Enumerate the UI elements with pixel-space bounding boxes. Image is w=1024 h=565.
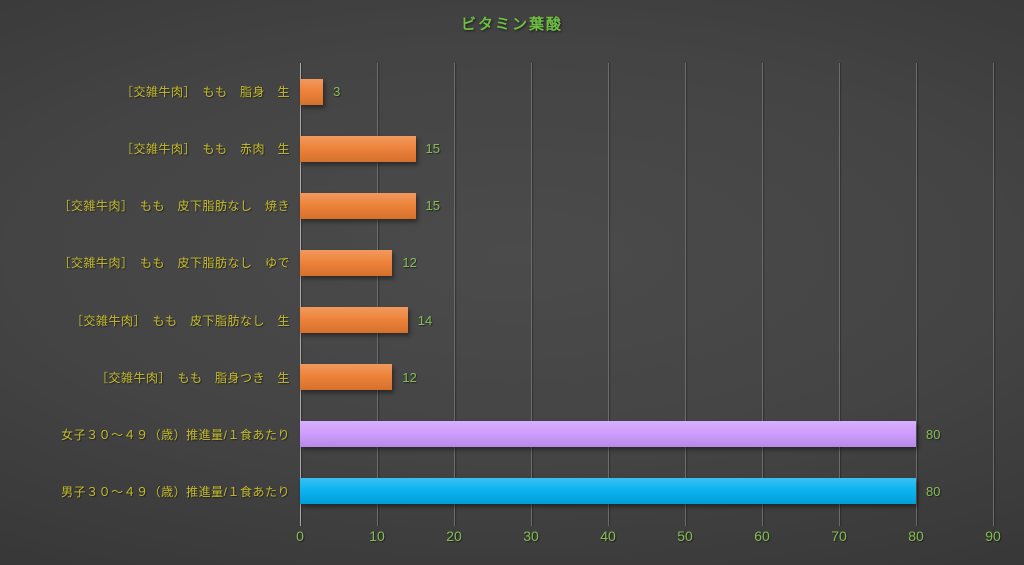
- gridline: [916, 63, 917, 526]
- chart-row: 12: [300, 234, 993, 291]
- x-tick-label: 50: [677, 528, 693, 544]
- x-tick-label: 70: [831, 528, 847, 544]
- chart-row: 15: [300, 120, 993, 177]
- bar: [300, 364, 393, 391]
- bar: [300, 135, 416, 162]
- value-label: 12: [402, 255, 417, 271]
- x-tick-label: 90: [985, 528, 1001, 544]
- gridline: [454, 63, 455, 526]
- chart-row: 14: [300, 292, 993, 349]
- category-label: ［交雑牛肉］ もも 皮下脂肪なし 焼き: [58, 199, 290, 214]
- x-tick-label: 20: [446, 528, 462, 544]
- x-tick-label: 30: [523, 528, 539, 544]
- category-label: ［交雑牛肉］ もも 脂身 生: [120, 85, 290, 100]
- value-label: 15: [425, 198, 440, 214]
- category-label: ［交雑牛肉］ もも 皮下脂肪なし ゆで: [58, 256, 290, 271]
- plot-area: 3 15 15 12 14 12 80 80: [300, 63, 994, 526]
- value-label: 14: [417, 312, 433, 328]
- category-label: ［交雑牛肉］ もも 赤肉 生: [120, 142, 290, 157]
- bar: [300, 307, 408, 334]
- chart-title: ビタミン葉酸: [460, 16, 563, 33]
- gridline: [762, 63, 763, 526]
- value-label: 15: [425, 141, 440, 157]
- x-tick-label: 40: [600, 528, 616, 544]
- category-label: ［交雑牛肉］ もも 皮下脂肪なし 生: [70, 313, 290, 328]
- value-label: 12: [402, 369, 417, 385]
- chart-row: 15: [300, 177, 993, 234]
- x-tick-label: 80: [908, 528, 924, 544]
- x-axis: 0 10 20 30 40 50 60 70 80 90: [0, 528, 1024, 548]
- bar: [300, 421, 916, 448]
- bar: [300, 478, 916, 505]
- value-label: 80: [926, 426, 941, 442]
- gridline: [608, 63, 609, 526]
- value-label: 3: [333, 84, 341, 100]
- chart-row: 3: [300, 63, 993, 120]
- chart-row: 12: [300, 349, 993, 406]
- category-label: 女子３０～４９（歳）推進量/１食あたり: [61, 427, 290, 442]
- x-tick-label: 10: [369, 528, 385, 544]
- bar: [300, 249, 393, 276]
- bar: [300, 78, 324, 105]
- gridline: [531, 63, 532, 526]
- gridline: [685, 63, 686, 526]
- bar: [300, 192, 416, 219]
- chart-row: 80: [300, 463, 993, 520]
- y-axis-line: [300, 63, 301, 526]
- x-tick-label: 0: [296, 528, 304, 544]
- chart-row: 80: [300, 406, 993, 463]
- gridline: [993, 63, 994, 526]
- value-label: 80: [926, 483, 941, 499]
- category-axis: ［交雑牛肉］ もも 脂身 生 ［交雑牛肉］ もも 赤肉 生 ［交雑牛肉］ もも 皮下…: [0, 63, 290, 520]
- gridline: [839, 63, 840, 526]
- gridline: [377, 63, 378, 526]
- category-label: 男子３０～４９（歳）推進量/１食あたり: [61, 484, 290, 499]
- category-label: ［交雑牛肉］ もも 脂身つき 生: [95, 370, 290, 385]
- x-tick-label: 60: [754, 528, 770, 544]
